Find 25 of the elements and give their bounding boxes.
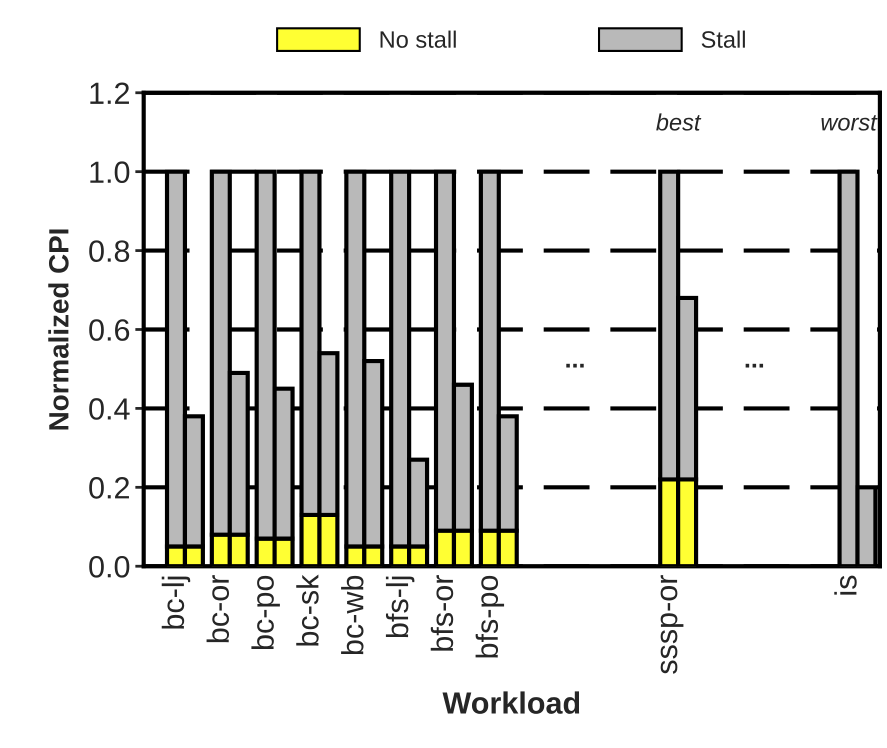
x-tick-label: bfs-po	[476, 576, 504, 658]
legend-label: No stall	[380, 30, 456, 48]
y-tick-label: 1.0	[90, 161, 130, 184]
y-axis-title: Normalized CPI	[48, 229, 69, 430]
x-tick-label: bfs-lj	[386, 576, 414, 638]
x-tick-label: bc-po	[251, 576, 280, 650]
x-tick-label: sssp-or	[660, 575, 684, 674]
x-tick-label: bc-wb	[341, 576, 364, 654]
y-tick-label: 0.4	[89, 398, 130, 420]
y-tick-label: 0.6	[89, 319, 130, 341]
y-tick-label: 0.0	[89, 556, 130, 578]
annotation: ...	[566, 364, 584, 368]
x-tick-label: bc-lj	[162, 576, 190, 629]
y-tick-label: 1.2	[90, 82, 129, 104]
y-tick-label: 0.2	[89, 477, 129, 499]
annotation: ...	[746, 364, 764, 368]
y-tick-label: 0.8	[89, 240, 130, 262]
legend-label: Stall	[702, 30, 745, 48]
annotation: worst	[821, 115, 878, 131]
x-axis-title: Workload	[442, 691, 580, 714]
x-tick-label: bfs-or	[430, 575, 454, 651]
x-tick-label: is	[834, 576, 857, 595]
x-tick-label: bc-sk	[296, 574, 319, 646]
x-tick-label: bc-or	[206, 575, 230, 642]
annotation: best	[656, 113, 702, 131]
